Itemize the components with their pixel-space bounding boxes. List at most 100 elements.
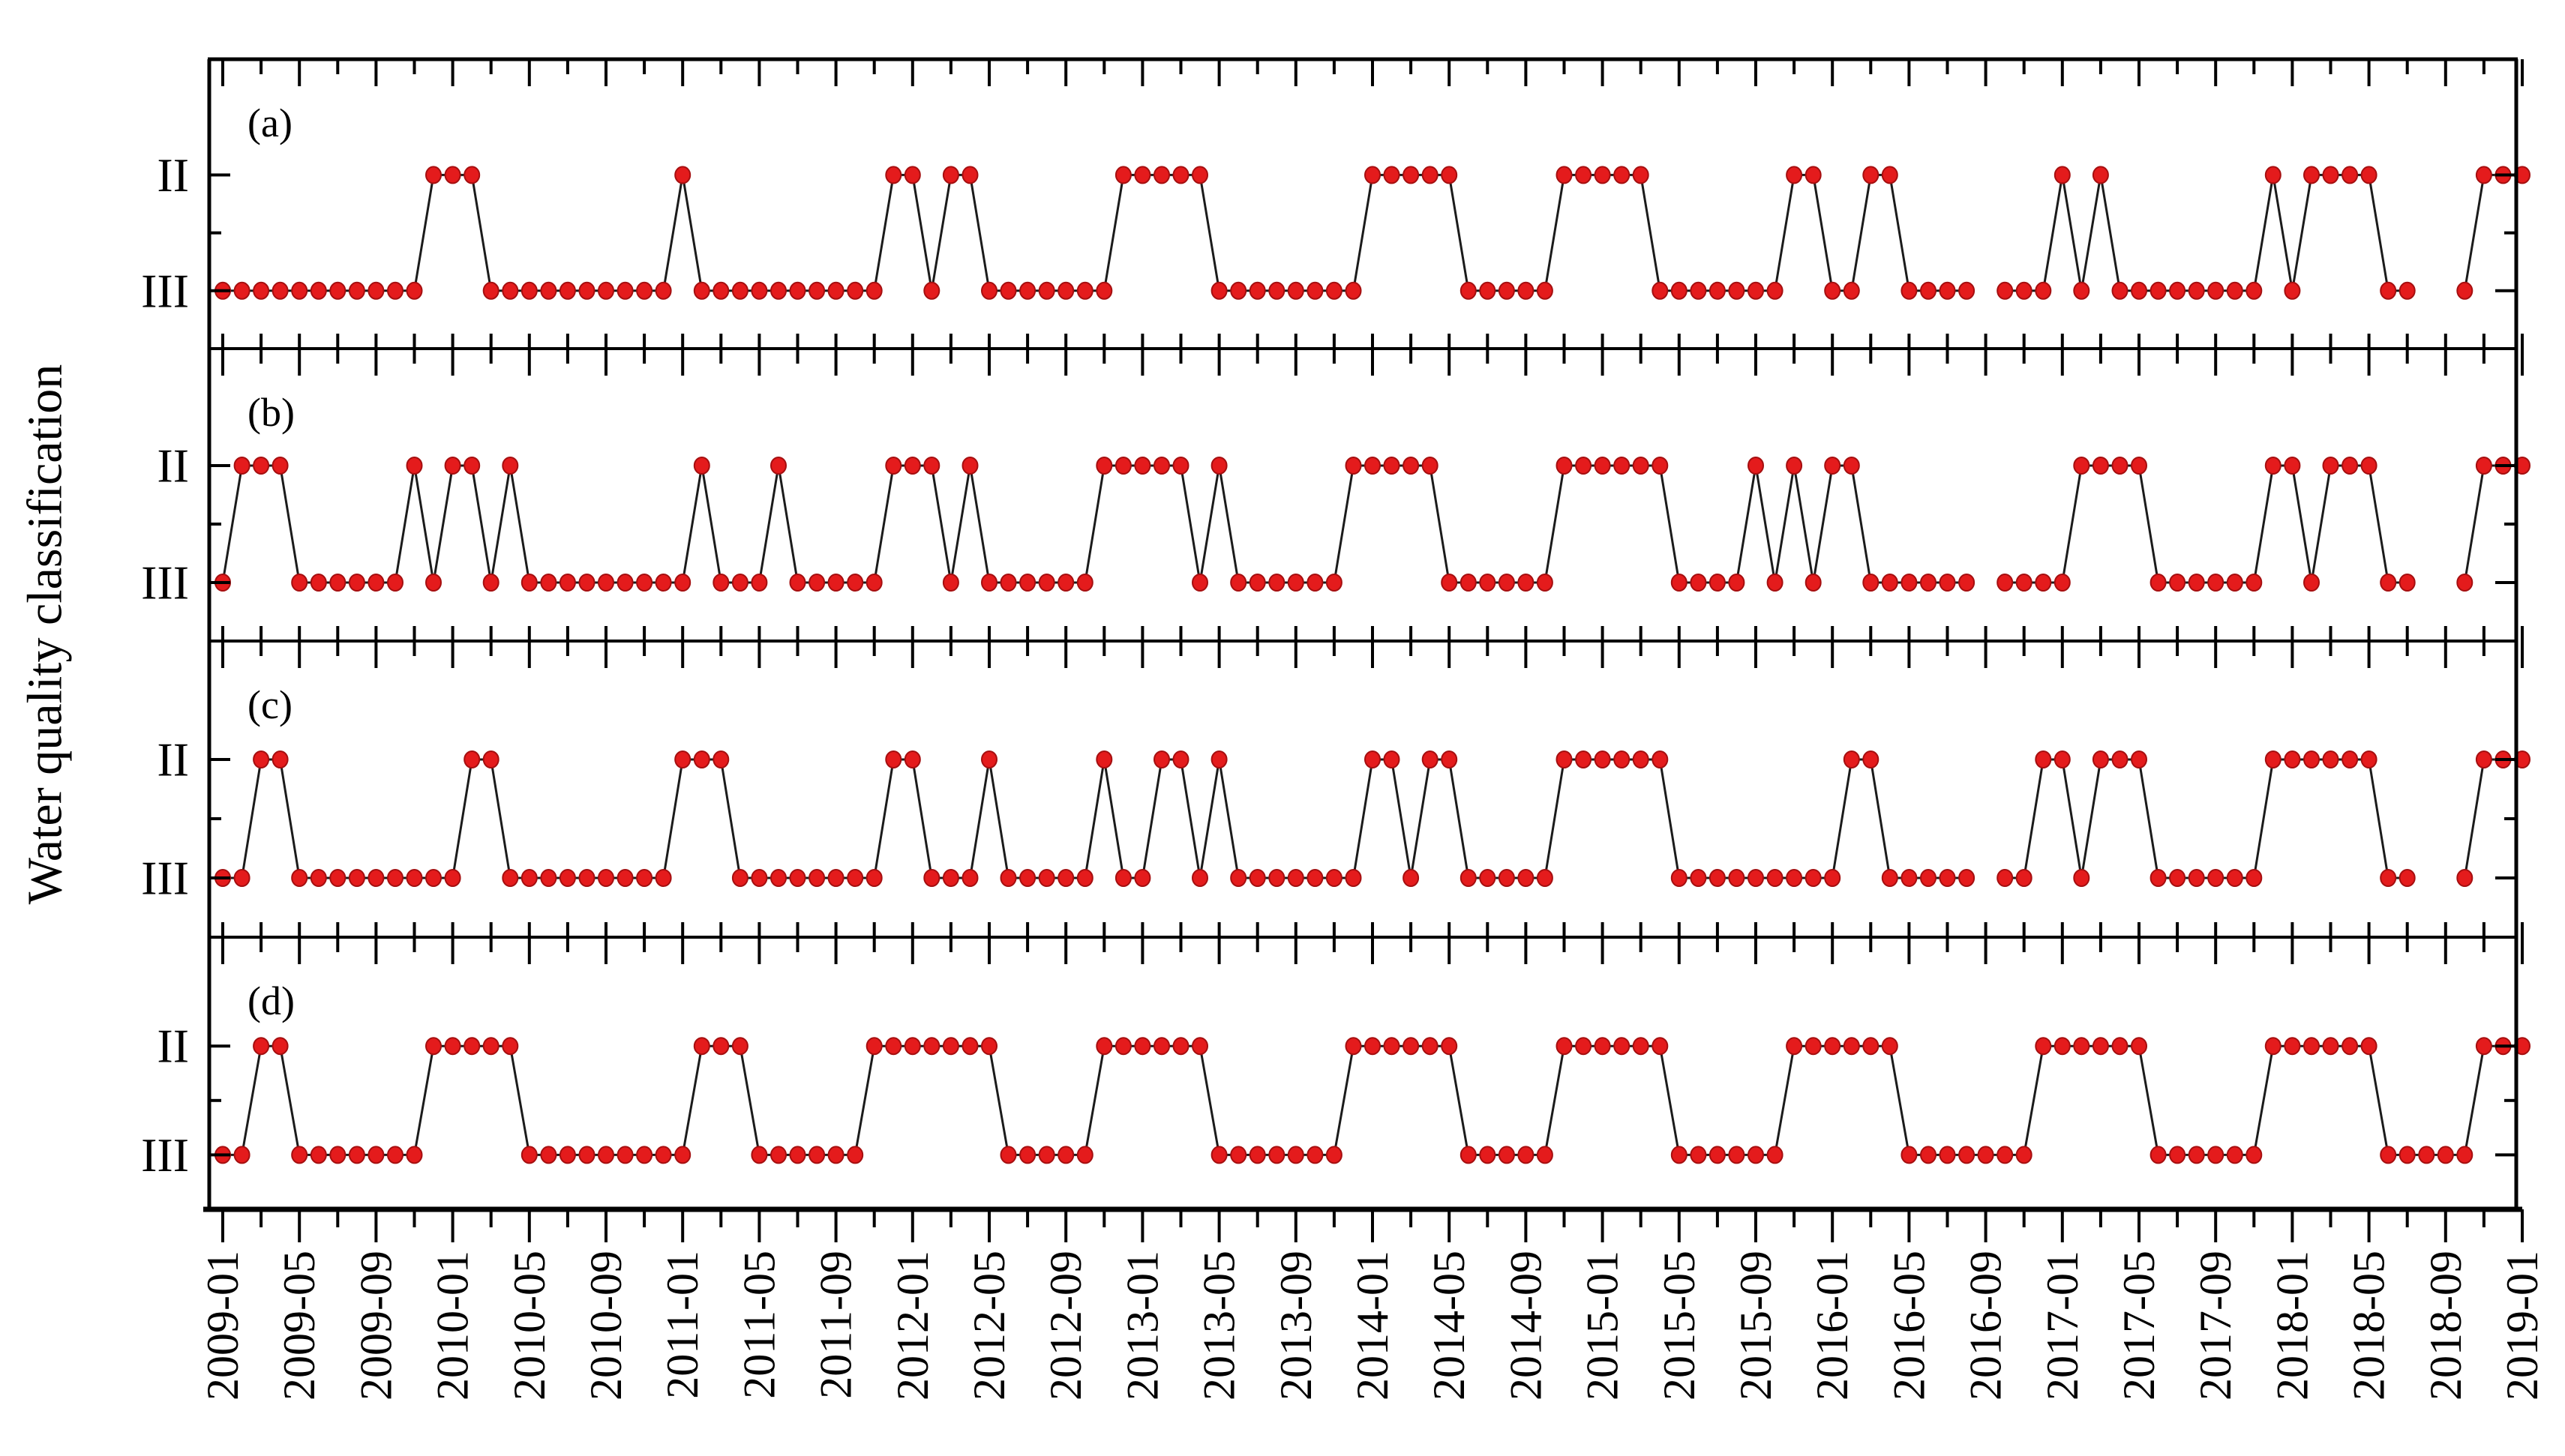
x-tick-label: 2016-05 — [1884, 1251, 1934, 1401]
data-point-III — [808, 1146, 826, 1164]
data-point-II — [1575, 166, 1592, 184]
data-point-III — [731, 281, 748, 300]
data-point-III — [1038, 869, 1055, 887]
data-point-III — [368, 574, 385, 592]
data-point-II — [1652, 457, 1669, 475]
data-point-II — [2073, 1037, 2090, 1056]
data-point-III — [348, 281, 365, 300]
data-point-III — [1498, 1146, 1515, 1164]
data-point-III — [2398, 574, 2416, 592]
data-point-III — [2015, 869, 2032, 887]
x-tick-label: 2018-09 — [2421, 1251, 2470, 1401]
data-point-II — [942, 1037, 959, 1056]
data-point-III — [348, 869, 365, 887]
data-point-III — [1843, 281, 1860, 300]
data-point-III — [2226, 574, 2243, 592]
data-point-III — [866, 869, 883, 887]
data-point-II — [2284, 750, 2301, 768]
data-point-III — [2380, 1146, 2397, 1164]
x-tick-label: 2016-01 — [1808, 1251, 1857, 1401]
data-point-II — [1786, 166, 1803, 184]
data-point-III — [598, 869, 614, 887]
x-tick-label: 2011-01 — [658, 1251, 707, 1399]
data-point-III — [578, 574, 596, 592]
data-point-III — [2456, 869, 2474, 887]
data-point-II — [1383, 1037, 1400, 1056]
data-point-II — [1421, 1037, 1438, 1056]
data-point-II — [1345, 457, 1362, 475]
data-point-III — [770, 869, 787, 887]
data-point-II — [444, 1037, 461, 1056]
data-point-III — [712, 574, 730, 592]
data-point-III — [636, 281, 653, 300]
data-point-III — [1881, 574, 1898, 592]
data-point-III — [1690, 574, 1707, 592]
data-point-III — [1824, 869, 1841, 887]
data-point-III — [1134, 869, 1151, 887]
data-point-III — [2246, 1146, 2263, 1164]
data-point-II — [2054, 1037, 2071, 1056]
x-tick-label: 2016-09 — [1961, 1251, 2011, 1401]
data-point-III — [751, 869, 768, 887]
data-point-III — [1900, 869, 1918, 887]
data-point-II — [904, 166, 921, 184]
data-point-III — [1058, 574, 1075, 592]
data-point-II — [1364, 750, 1381, 768]
data-point-II — [1594, 750, 1611, 768]
data-point-III — [2169, 281, 2186, 300]
y-tick-label: III — [141, 852, 189, 905]
data-point-III — [1939, 574, 1956, 592]
data-point-III — [1306, 281, 1324, 300]
data-point-III — [1824, 281, 1841, 300]
data-point-II — [2303, 750, 2320, 768]
data-point-III — [406, 1146, 423, 1164]
data-point-III — [1748, 1146, 1764, 1164]
data-point-II — [1364, 1037, 1381, 1056]
data-point-III — [348, 574, 365, 592]
panel-letter: (d) — [248, 978, 295, 1023]
data-point-II — [444, 166, 461, 184]
data-point-II — [866, 1037, 883, 1056]
data-point-III — [598, 1146, 614, 1164]
data-point-II — [1594, 1037, 1611, 1056]
data-point-II — [2131, 457, 2147, 475]
data-point-III — [616, 281, 634, 300]
data-point-III — [291, 574, 308, 592]
data-point-III — [1230, 281, 1247, 300]
data-point-II — [731, 1037, 748, 1056]
data-point-III — [1766, 281, 1784, 300]
data-point-III — [1958, 281, 1976, 300]
data-point-III — [2398, 281, 2416, 300]
data-point-III — [1402, 869, 1420, 887]
data-point-III — [827, 869, 844, 887]
data-point-III — [559, 281, 576, 300]
data-point-III — [1345, 281, 1362, 300]
data-point-II — [1421, 750, 1438, 768]
data-point-II — [2322, 750, 2339, 768]
data-point-III — [1076, 869, 1094, 887]
data-point-III — [770, 281, 787, 300]
data-point-III — [827, 574, 844, 592]
data-point-III — [1920, 281, 1936, 300]
y-tick-label: III — [141, 1128, 189, 1182]
data-point-II — [2322, 1037, 2339, 1056]
data-point-II — [1172, 750, 1190, 768]
data-point-II — [2360, 750, 2378, 768]
data-point-III — [1670, 869, 1688, 887]
data-point-III — [2015, 574, 2032, 592]
data-point-III — [808, 574, 826, 592]
data-point-III — [1076, 281, 1094, 300]
data-point-II — [1652, 750, 1669, 768]
data-point-II — [1383, 750, 1400, 768]
data-point-III — [1690, 869, 1707, 887]
data-point-III — [1268, 574, 1286, 592]
data-point-III — [406, 869, 423, 887]
data-point-III — [1249, 869, 1266, 887]
data-point-III — [866, 281, 883, 300]
data-point-III — [1708, 574, 1726, 592]
data-point-III — [2398, 869, 2416, 887]
x-tick-label: 2014-09 — [1501, 1251, 1550, 1401]
data-point-II — [2360, 166, 2378, 184]
